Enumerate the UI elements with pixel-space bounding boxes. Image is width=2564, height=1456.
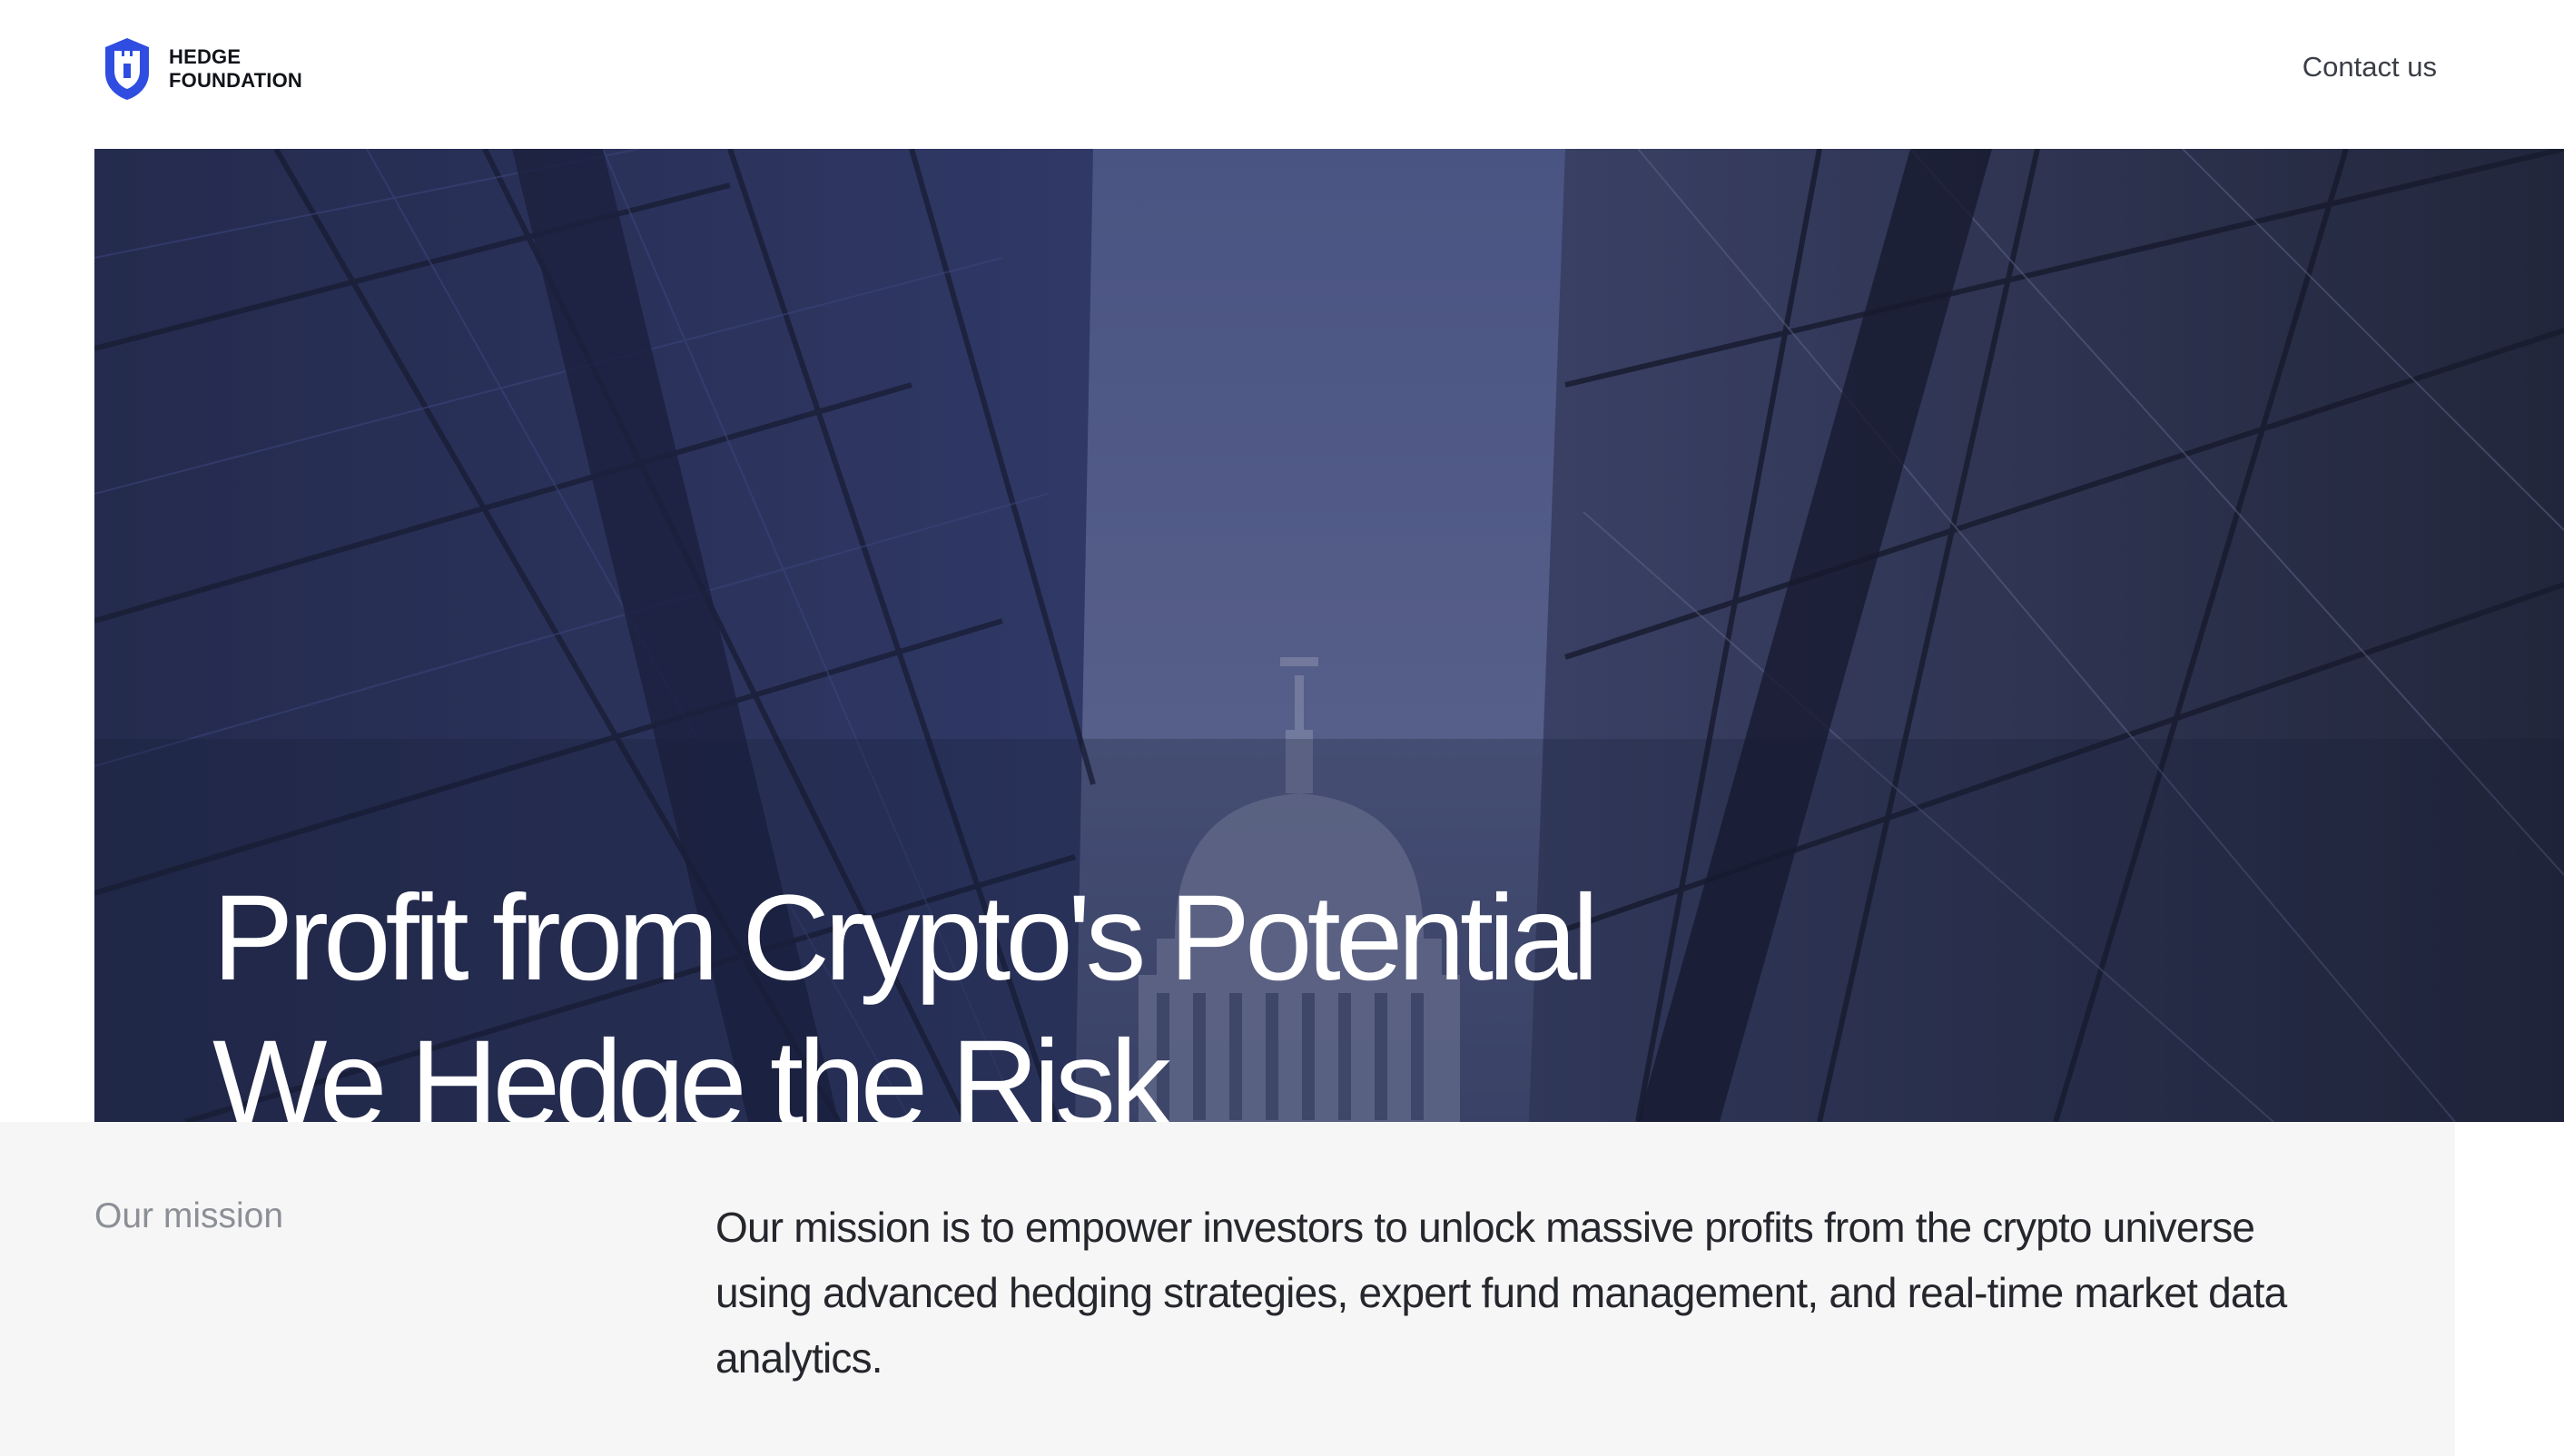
hero-headline-line-1: Profit from Crypto's Potential: [212, 871, 1599, 1006]
hero-background-image: [94, 149, 2564, 1122]
hero-headline-line-2: We Hedge the Risk: [212, 1016, 1171, 1122]
site-header: HEDGE FOUNDATION Contact us: [0, 0, 2564, 149]
brand-line-2: FOUNDATION: [169, 69, 303, 92]
brand-line-1: HEDGE: [169, 45, 242, 68]
brand-logo-link[interactable]: HEDGE FOUNDATION: [102, 36, 302, 102]
brand-wordmark: HEDGE FOUNDATION: [169, 45, 302, 93]
shield-castle-icon: [105, 38, 149, 100]
contact-us-link[interactable]: Contact us: [2302, 51, 2437, 83]
hero-banner: Profit from Crypto's Potential We Hedge …: [94, 149, 2564, 1122]
mission-statement: Our mission is to empower investors to u…: [715, 1204, 2287, 1382]
mission-section: Our mission Our mission is to empower in…: [0, 1122, 2455, 1456]
hero-headline: Profit from Crypto's Potential We Hedge …: [212, 866, 1599, 1122]
mission-label: Our mission: [94, 1196, 284, 1235]
